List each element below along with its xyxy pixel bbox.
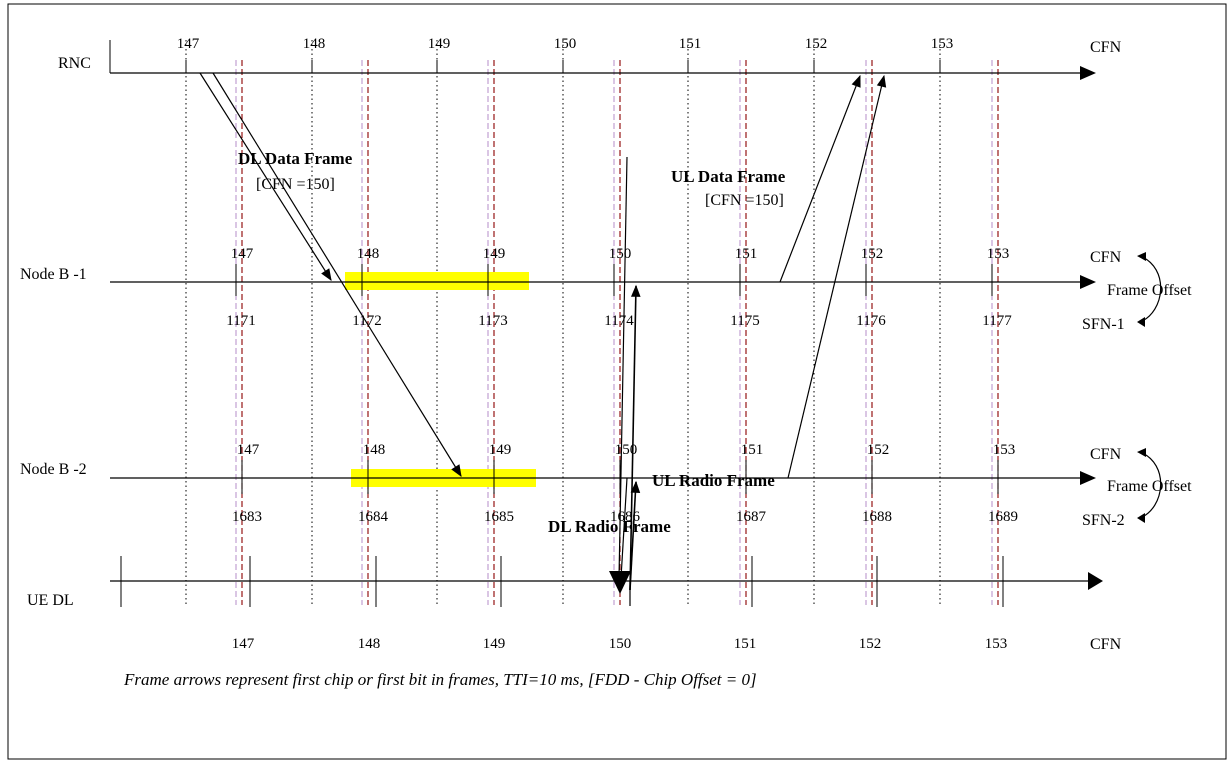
- rnc-cfn-number: 148: [303, 36, 326, 52]
- figure-caption: Frame arrows represent first chip or fir…: [123, 670, 757, 689]
- rnc-cfn-number: 149: [428, 36, 451, 52]
- dl-data-frame-arrow-nodeb2: [212, 72, 462, 478]
- nodeb2-sfn-number: 1688: [862, 509, 892, 525]
- ul-radio-frame-arrow-nodeb2: [629, 480, 641, 591]
- nodeb1-offset-curve: [1139, 255, 1162, 323]
- ul-radio-frame-arrow-nodeb1: [629, 284, 641, 591]
- rnc-cfn-number: 147: [177, 36, 200, 52]
- nodeb1-cfn-number: 151: [735, 246, 758, 262]
- nodeb2-cfn-number: 150: [615, 442, 638, 458]
- diagram-border: [7, 3, 1227, 760]
- ul-data-frame-arrow-nodeb2: [787, 74, 887, 479]
- nodeb2-sfn-number: 1683: [232, 509, 262, 525]
- nodeb2-sfn-number: 1689: [988, 509, 1018, 525]
- nodeb1-cfn-number: 148: [357, 246, 380, 262]
- ue-cfn-label: CFN: [1090, 636, 1122, 653]
- nodeb1-sfn-number: 1171: [226, 313, 255, 329]
- rnc-label: RNC: [58, 55, 91, 72]
- nodeb1-cfn-number: 150: [609, 246, 632, 262]
- timeline-ticks: [185, 60, 1004, 607]
- nodeb2-offset-arrowhead-top: [1137, 448, 1146, 457]
- dl-radio-frame-arrowhead: [609, 571, 631, 594]
- dl-radio-frame-label: DL Radio Frame: [548, 517, 671, 536]
- nodeb1-sfn-label: SFN-1: [1082, 316, 1125, 333]
- dl-data-frame-label: DL Data Frame: [238, 149, 353, 168]
- nodeb2-sfn-number: 1685: [484, 509, 514, 525]
- dl-radio-frame-line-nodeb1: [618, 156, 628, 579]
- ul-data-frame-label: UL Data Frame: [671, 167, 786, 186]
- ue-cfn-number: 151: [734, 636, 757, 652]
- nodeb2-timeline-arrowhead: [1080, 471, 1096, 485]
- nodeb1-cfn-number: 147: [231, 246, 254, 262]
- nodeb1-offset-arrowhead-bottom: [1137, 317, 1145, 327]
- nodeb1-sfn-number: 1177: [982, 313, 1012, 329]
- nodeb1-label: Node B -1: [20, 266, 87, 283]
- nodeb2-cfn-number: 152: [867, 442, 890, 458]
- nodeb2-cfn-label: CFN: [1090, 446, 1122, 463]
- nodeb2-label: Node B -2: [20, 461, 87, 478]
- frame-numbers: 147 148 149 150 151 152 153 147 148 149 150 151 152 1…: [177, 36, 1018, 652]
- ue-dl-label: UE DL: [27, 592, 74, 609]
- ul-radio-frame-label: UL Radio Frame: [652, 471, 775, 490]
- ue-cfn-number: 153: [985, 636, 1008, 652]
- rnc-cfn-label: CFN: [1090, 39, 1122, 56]
- nodeb1-timeline-arrowhead: [1080, 275, 1096, 289]
- ue-cfn-number: 148: [358, 636, 381, 652]
- nodeb2-frame-offset-label: Frame Offset: [1107, 478, 1192, 495]
- frame-grid: [185, 40, 999, 605]
- nodeb1-cfn-label: CFN: [1090, 249, 1122, 266]
- nodeb1-sfn-number: 1172: [352, 313, 381, 329]
- ul-data-frame-cfn: [CFN =150]: [705, 192, 784, 209]
- ue-cfn-number: 149: [483, 636, 506, 652]
- rnc-timeline-arrowhead: [1080, 66, 1096, 80]
- ue-timeline-arrowhead: [1088, 572, 1103, 590]
- nodeb2-offset-curve: [1139, 451, 1162, 519]
- ue-cfn-number: 152: [859, 636, 882, 652]
- nodeb2-cfn-number: 151: [741, 442, 764, 458]
- nodeb1-offset-arrowhead-top: [1137, 252, 1146, 261]
- nodeb1-sfn-number: 1175: [730, 313, 759, 329]
- dl-data-frame-arrow-nodeb1: [199, 72, 332, 282]
- nodeb2-cfn-number: 147: [237, 442, 260, 458]
- dl-radio-frame-line-nodeb2: [620, 477, 628, 579]
- nodeb2-cfn-number: 148: [363, 442, 386, 458]
- rnc-cfn-number: 151: [679, 36, 702, 52]
- nodeb1-sfn-number: 1176: [856, 313, 886, 329]
- dl-data-frame-cfn: [CFN =150]: [256, 176, 335, 193]
- nodeb1-cfn-number: 149: [483, 246, 506, 262]
- ul-data-frame-arrow-nodeb1: [779, 74, 861, 283]
- rnc-cfn-number: 152: [805, 36, 828, 52]
- nodeb1-frame-offset-label: Frame Offset: [1107, 282, 1192, 299]
- nodeb1-highlight: [345, 272, 529, 290]
- nodeb2-sfn-label: SFN-2: [1082, 512, 1125, 529]
- ue-cfn-number: 150: [609, 636, 632, 652]
- nodeb1-sfn-number: 1173: [478, 313, 507, 329]
- nodeb2-sfn-number: 1684: [358, 509, 389, 525]
- nodeb2-offset-arrowhead-bottom: [1137, 513, 1145, 523]
- nodeb1-cfn-number: 153: [987, 246, 1010, 262]
- rnc-cfn-number: 153: [931, 36, 954, 52]
- nodeb2-sfn-number: 1687: [736, 509, 767, 525]
- nodeb1-sfn-number: 1174: [604, 313, 634, 329]
- nodeb2-cfn-number: 149: [489, 442, 512, 458]
- ue-cfn-number: 147: [232, 636, 255, 652]
- nodeb2-cfn-number: 153: [993, 442, 1016, 458]
- nodeb1-cfn-number: 152: [861, 246, 884, 262]
- rnc-cfn-number: 150: [554, 36, 577, 52]
